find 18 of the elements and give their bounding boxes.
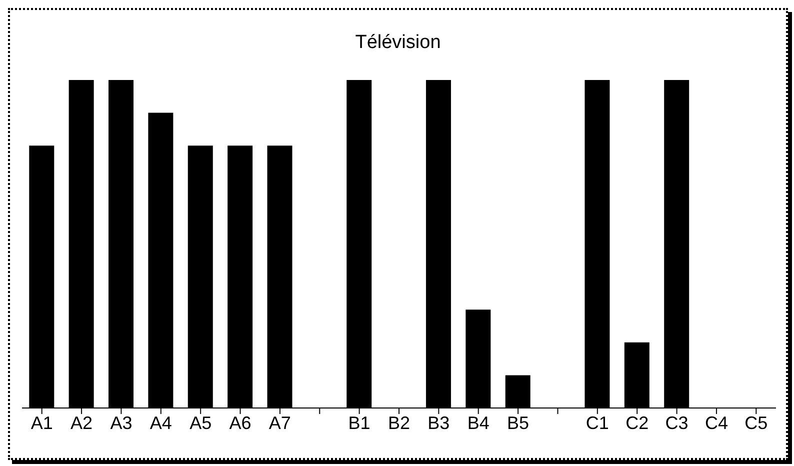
chart-title: Télévision [354,32,442,54]
x-tick-label: A2 [70,412,93,433]
x-tick-label: B1 [348,412,370,433]
x-tick-label: A6 [229,412,252,433]
x-tick-label: C2 [626,412,649,433]
x-tick-label: A3 [110,412,132,433]
x-tick-label: B4 [467,412,490,433]
x-tick-label: C3 [665,412,688,433]
x-tick-label: B2 [388,412,410,433]
x-tick-label: A1 [30,412,53,433]
x-tick-label: C1 [586,412,609,433]
x-tick-label: A4 [150,412,172,433]
x-tick-label: C4 [704,412,728,433]
x-tick-label: A5 [190,412,212,433]
x-tick-label: B5 [507,412,530,433]
x-tick-label: C5 [744,412,768,433]
x-tick-label: A7 [268,412,291,433]
x-tick-label: B3 [428,412,450,433]
